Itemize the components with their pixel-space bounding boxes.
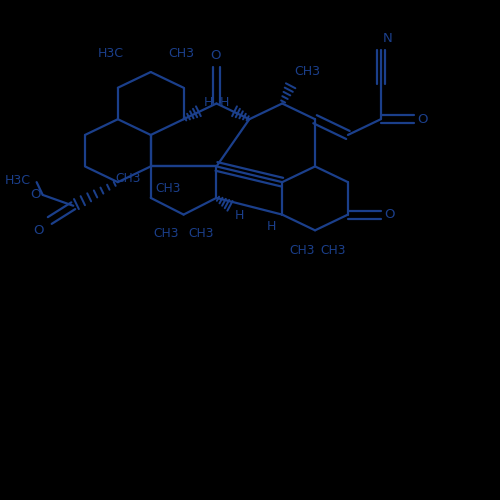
Text: O: O xyxy=(34,224,44,237)
Text: H: H xyxy=(204,96,212,110)
Text: CH3: CH3 xyxy=(188,227,214,240)
Text: CH3: CH3 xyxy=(289,244,314,257)
Text: N: N xyxy=(383,32,393,46)
Text: CH3: CH3 xyxy=(294,65,320,78)
Text: H: H xyxy=(267,220,276,234)
Text: CH3: CH3 xyxy=(320,244,345,257)
Text: CH3: CH3 xyxy=(156,182,181,195)
Text: CH3: CH3 xyxy=(153,227,178,240)
Text: O: O xyxy=(210,49,221,62)
Text: CH3: CH3 xyxy=(116,172,141,186)
Text: O: O xyxy=(30,188,40,202)
Text: H3C: H3C xyxy=(5,174,31,186)
Text: O: O xyxy=(418,112,428,126)
Text: H: H xyxy=(234,208,244,222)
Text: CH3: CH3 xyxy=(168,47,194,60)
Text: O: O xyxy=(384,208,395,221)
Text: H3C: H3C xyxy=(98,47,124,60)
Text: H: H xyxy=(220,96,230,110)
